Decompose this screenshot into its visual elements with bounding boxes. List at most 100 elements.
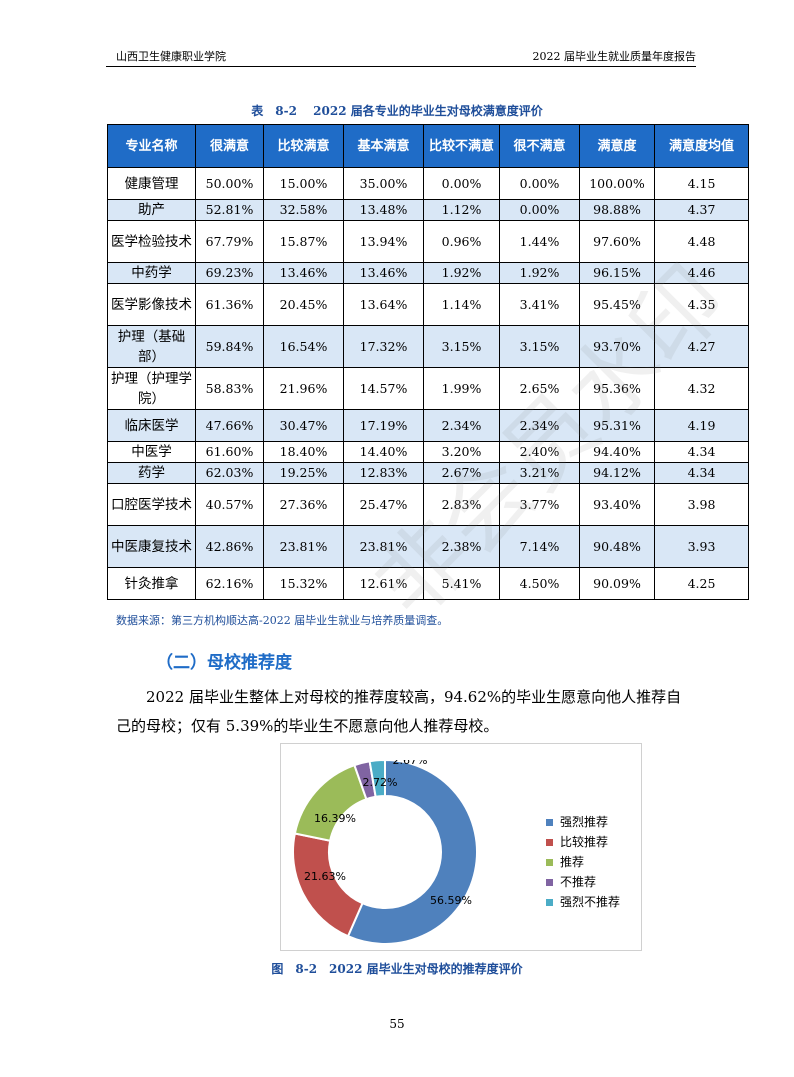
value-cell: 62.16% bbox=[195, 567, 264, 600]
value-cell: 4.35 bbox=[654, 283, 749, 326]
slice-value-label: 21.63% bbox=[304, 870, 346, 883]
value-cell: 90.48% bbox=[579, 525, 655, 568]
value-cell: 4.15 bbox=[654, 167, 749, 200]
header-report-title: 2022 届毕业生就业质量年度报告 bbox=[532, 50, 697, 63]
table-body: 健康管理 50.00% 15.00% 35.00% 0.00% 0.00% 100.00% 4… bbox=[107, 167, 749, 600]
value-cell: 27.36% bbox=[263, 483, 344, 526]
value-cell: 52.81% bbox=[195, 199, 264, 221]
value-cell: 59.84% bbox=[195, 325, 264, 368]
value-cell: 95.31% bbox=[579, 409, 655, 442]
value-cell: 19.25% bbox=[263, 462, 344, 484]
column-header: 比较不满意 bbox=[423, 124, 500, 168]
table-row: 临床医学 47.66% 30.47% 17.19% 2.34% 2.34% 95.31% 4.… bbox=[107, 409, 749, 442]
value-cell: 98.88% bbox=[579, 199, 655, 221]
header-rule bbox=[106, 66, 696, 67]
major-name-cell: 护理（护理学院） bbox=[107, 367, 196, 410]
column-header: 基本满意 bbox=[343, 124, 424, 168]
value-cell: 42.86% bbox=[195, 525, 264, 568]
value-cell: 4.19 bbox=[654, 409, 749, 442]
value-cell: 4.34 bbox=[654, 462, 749, 484]
value-cell: 17.19% bbox=[343, 409, 424, 442]
value-cell: 35.00% bbox=[343, 167, 424, 200]
table-row: 中医康复技术 42.86% 23.81% 23.81% 2.38% 7.14% 90.48%… bbox=[107, 525, 749, 568]
value-cell: 15.32% bbox=[263, 567, 344, 600]
value-cell: 2.65% bbox=[499, 367, 580, 410]
value-cell: 61.36% bbox=[195, 283, 264, 326]
legend-swatch bbox=[546, 879, 553, 886]
legend-item: 强烈推荐 bbox=[546, 812, 620, 832]
value-cell: 96.15% bbox=[579, 262, 655, 284]
legend-label: 推荐 bbox=[560, 855, 585, 869]
value-cell: 18.40% bbox=[263, 441, 344, 463]
value-cell: 32.58% bbox=[263, 199, 344, 221]
column-header: 很满意 bbox=[195, 124, 264, 168]
value-cell: 13.64% bbox=[343, 283, 424, 326]
legend-swatch bbox=[546, 899, 553, 906]
value-cell: 47.66% bbox=[195, 409, 264, 442]
value-cell: 0.96% bbox=[423, 220, 500, 263]
value-cell: 23.81% bbox=[343, 525, 424, 568]
table-row: 护理（基础部） 59.84% 16.54% 17.32% 3.15% 3.15% 93.70… bbox=[107, 325, 749, 368]
paragraph-text: 2022 届毕业生整体上对母校的推荐度较高，94.62%的毕业生愿意向他人推荐自… bbox=[116, 688, 682, 735]
value-cell: 1.44% bbox=[499, 220, 580, 263]
column-header: 满意度 bbox=[579, 124, 655, 168]
value-cell: 95.45% bbox=[579, 283, 655, 326]
legend-item: 不推荐 bbox=[546, 872, 620, 892]
slice-value-label: 2.67% bbox=[393, 760, 428, 767]
major-name-cell: 助产 bbox=[107, 199, 196, 221]
header-school-name: 山西卫生健康职业学院 bbox=[116, 50, 226, 63]
major-name-cell: 健康管理 bbox=[107, 167, 196, 200]
major-name-cell: 医学检验技术 bbox=[107, 220, 196, 263]
table-row: 护理（护理学院） 58.83% 21.96% 14.57% 1.99% 2.65% 95.3… bbox=[107, 367, 749, 410]
major-name-cell: 中医康复技术 bbox=[107, 525, 196, 568]
value-cell: 62.03% bbox=[195, 462, 264, 484]
major-name-cell: 医学影像技术 bbox=[107, 283, 196, 326]
value-cell: 2.34% bbox=[423, 409, 500, 442]
value-cell: 1.14% bbox=[423, 283, 500, 326]
value-cell: 93.70% bbox=[579, 325, 655, 368]
table-caption: 表 8-2 2022 届各专业的毕业生对母校满意度评价 bbox=[251, 104, 543, 118]
section-title: （二）母校推荐度 bbox=[156, 653, 292, 673]
page-header: 山西卫生健康职业学院 2022 届毕业生就业质量年度报告 bbox=[116, 48, 697, 63]
value-cell: 4.48 bbox=[654, 220, 749, 263]
slice-value-label: 56.59% bbox=[430, 894, 472, 907]
legend-label: 强烈推荐 bbox=[560, 815, 609, 829]
column-header: 比较满意 bbox=[263, 124, 344, 168]
value-cell: 3.15% bbox=[499, 325, 580, 368]
value-cell: 15.87% bbox=[263, 220, 344, 263]
value-cell: 12.83% bbox=[343, 462, 424, 484]
donut-slice bbox=[292, 832, 364, 938]
value-cell: 15.00% bbox=[263, 167, 344, 200]
table-row: 医学检验技术 67.79% 15.87% 13.94% 0.96% 1.44% 97.60%… bbox=[107, 220, 749, 263]
value-cell: 3.41% bbox=[499, 283, 580, 326]
major-name-cell: 针灸推拿 bbox=[107, 567, 196, 600]
value-cell: 7.14% bbox=[499, 525, 580, 568]
value-cell: 50.00% bbox=[195, 167, 264, 200]
legend-label: 比较推荐 bbox=[560, 835, 609, 849]
value-cell: 13.48% bbox=[343, 199, 424, 221]
donut-slice bbox=[293, 763, 368, 842]
table-row: 中药学 69.23% 13.46% 13.46% 1.92% 1.92% 96.15% 4.4… bbox=[107, 262, 749, 284]
value-cell: 1.99% bbox=[423, 367, 500, 410]
value-cell: 2.38% bbox=[423, 525, 500, 568]
value-cell: 3.93 bbox=[654, 525, 749, 568]
value-cell: 16.54% bbox=[263, 325, 344, 368]
value-cell: 14.40% bbox=[343, 441, 424, 463]
donut-slice bbox=[368, 760, 386, 798]
value-cell: 69.23% bbox=[195, 262, 264, 284]
value-cell: 100.00% bbox=[579, 167, 655, 200]
column-header: 很不满意 bbox=[499, 124, 580, 168]
value-cell: 4.34 bbox=[654, 441, 749, 463]
recommendation-donut-chart: 56.59% 21.63% 16.39% 2.72% 2.67% bbox=[292, 760, 478, 945]
value-cell: 3.20% bbox=[423, 441, 500, 463]
value-cell: 30.47% bbox=[263, 409, 344, 442]
table-row: 医学影像技术 61.36% 20.45% 13.64% 1.14% 3.41% 95.45%… bbox=[107, 283, 749, 326]
value-cell: 21.96% bbox=[263, 367, 344, 410]
major-name-cell: 药学 bbox=[107, 462, 196, 484]
value-cell: 25.47% bbox=[343, 483, 424, 526]
value-cell: 0.00% bbox=[423, 167, 500, 200]
major-name-cell: 护理（基础部） bbox=[107, 325, 196, 368]
value-cell: 3.77% bbox=[499, 483, 580, 526]
legend-item: 推荐 bbox=[546, 852, 620, 872]
value-cell: 20.45% bbox=[263, 283, 344, 326]
